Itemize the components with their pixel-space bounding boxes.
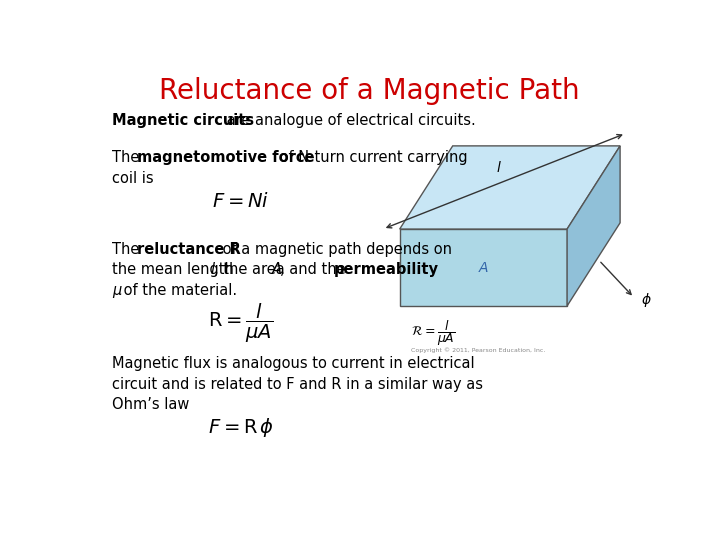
Text: Magnetic flux is analogous to current in electrical: Magnetic flux is analogous to current in…	[112, 356, 475, 371]
Text: A: A	[272, 262, 282, 278]
Text: Ohm’s law: Ohm’s law	[112, 397, 189, 413]
Text: reluctance R: reluctance R	[137, 241, 241, 256]
Text: $\phi$: $\phi$	[641, 291, 652, 309]
Text: coil is: coil is	[112, 171, 154, 186]
Text: $A$: $A$	[478, 260, 489, 274]
Text: The: The	[112, 241, 144, 256]
Text: Reluctance of a Magnetic Path: Reluctance of a Magnetic Path	[158, 77, 580, 105]
Text: magnetomotive force: magnetomotive force	[137, 150, 315, 165]
Text: Copyright © 2011, Pearson Education, Inc.: Copyright © 2011, Pearson Education, Inc…	[411, 348, 545, 353]
Text: μ: μ	[112, 283, 122, 298]
Text: $F = \mathrm{R}\,\phi$: $F = \mathrm{R}\,\phi$	[207, 416, 274, 439]
Text: of a magnetic path depends on: of a magnetic path depends on	[217, 241, 451, 256]
Text: $\mathcal{R} = \dfrac{l}{\mu A}$: $\mathcal{R} = \dfrac{l}{\mu A}$	[411, 319, 455, 348]
Text: circuit and is related to F and R in a similar way as: circuit and is related to F and R in a s…	[112, 377, 483, 392]
Text: , the area: , the area	[214, 262, 289, 278]
Text: of the material.: of the material.	[120, 283, 238, 298]
Text: permeability: permeability	[334, 262, 439, 278]
Text: are analogue of electrical circuits.: are analogue of electrical circuits.	[222, 113, 476, 127]
Text: the mean length: the mean length	[112, 262, 239, 278]
Text: The: The	[112, 150, 144, 165]
Text: , and the: , and the	[280, 262, 350, 278]
Text: l: l	[210, 262, 215, 278]
Text: $l$: $l$	[496, 160, 502, 175]
Text: Magnetic circuits: Magnetic circuits	[112, 113, 254, 127]
Text: $F = Ni$: $F = Ni$	[212, 192, 269, 211]
Text: $\mathrm{R} = \dfrac{l}{\mu A}$: $\mathrm{R} = \dfrac{l}{\mu A}$	[208, 302, 274, 345]
Polygon shape	[400, 146, 620, 229]
Text: of N-turn current carrying: of N-turn current carrying	[275, 150, 467, 165]
Polygon shape	[567, 146, 620, 306]
Polygon shape	[400, 229, 567, 306]
